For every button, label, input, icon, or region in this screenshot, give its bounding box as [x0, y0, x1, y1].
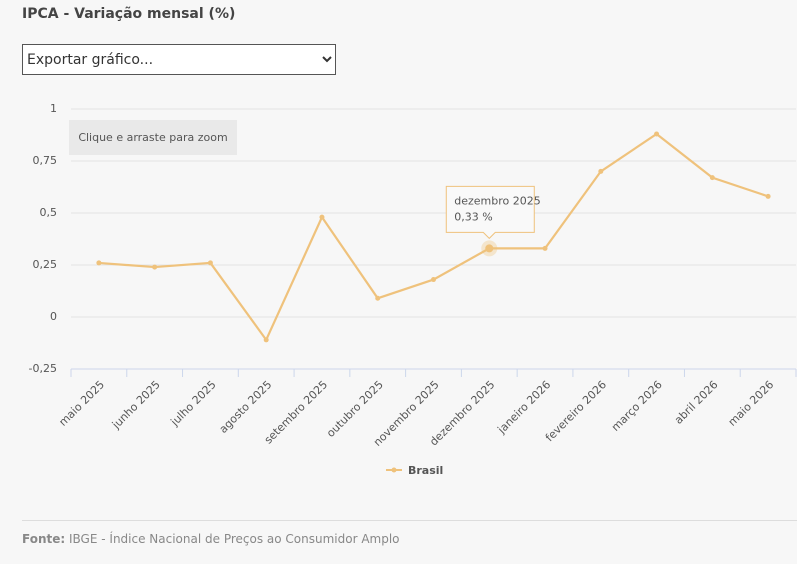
tooltip-title: dezembro 2025 — [454, 194, 541, 207]
source-label: Fonte: — [22, 532, 66, 546]
y-tick-label: 1 — [50, 102, 57, 115]
x-tick-label: janeiro 2026 — [495, 378, 554, 437]
x-tick-label: agosto 2025 — [217, 378, 275, 436]
source-text: IBGE - Índice Nacional de Preços ao Cons… — [69, 532, 400, 546]
y-tick-label: 0,75 — [33, 154, 58, 167]
export-select[interactable]: Exportar gráfico... — [22, 44, 336, 75]
series-line — [98, 132, 769, 343]
legend-item: Brasil — [386, 464, 443, 477]
tooltip-value: 0,33 % — [454, 210, 492, 223]
x-tick-label: fevereiro 2026 — [543, 378, 609, 444]
y-tick-label: 0,5 — [40, 206, 58, 219]
page-title: IPCA - Variação mensal (%) — [22, 6, 236, 22]
zoom-hint-box — [69, 120, 237, 155]
tooltip-box — [445, 185, 535, 240]
data-point — [598, 168, 604, 174]
data-point — [542, 245, 548, 251]
hover-point — [485, 244, 494, 253]
zoom-hint: Clique e arraste para zoom — [78, 131, 227, 144]
data-point — [375, 295, 381, 301]
data-point — [765, 193, 771, 199]
data-point — [207, 260, 213, 266]
y-tick-label: 0,25 — [33, 258, 58, 271]
x-tick-label: outubro 2025 — [324, 378, 386, 440]
x-tick-label: maio 2026 — [726, 378, 777, 429]
x-tick-label: março 2026 — [609, 378, 665, 434]
data-point — [319, 214, 325, 220]
x-tick-label: julho 2025 — [168, 378, 219, 429]
data-point — [709, 175, 715, 181]
x-tick-label: abril 2026 — [672, 378, 721, 427]
x-tick-label: maio 2025 — [56, 378, 107, 429]
source: Fonte: IBGE - Índice Nacional de Preços … — [22, 532, 400, 546]
x-tick-label: junho 2025 — [109, 378, 163, 432]
y-tick-label: -0,25 — [29, 362, 57, 375]
footer-rule — [22, 520, 797, 521]
legend-label: Brasil — [408, 464, 443, 477]
data-point — [263, 337, 269, 343]
legend-marker — [391, 467, 397, 473]
data-point — [96, 260, 102, 266]
y-tick-label: 0 — [50, 310, 57, 323]
data-point — [152, 264, 158, 270]
data-point — [654, 131, 660, 137]
chart: -0,25 0 0,25 0,5 0,75 1 maio 2025 junho 2025 jul… — [29, 102, 797, 477]
data-point — [431, 277, 436, 283]
